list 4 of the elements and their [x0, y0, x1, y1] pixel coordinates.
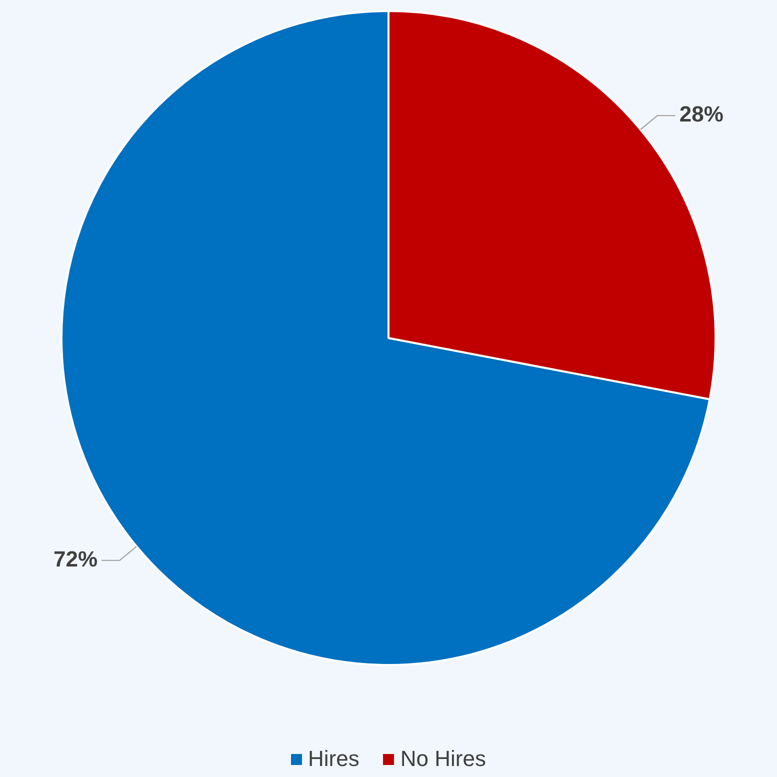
legend-label: Hires [308, 746, 360, 772]
data-label: 72% [54, 546, 98, 572]
data-label: 28% [679, 102, 724, 127]
legend-label: No Hires [400, 746, 486, 772]
